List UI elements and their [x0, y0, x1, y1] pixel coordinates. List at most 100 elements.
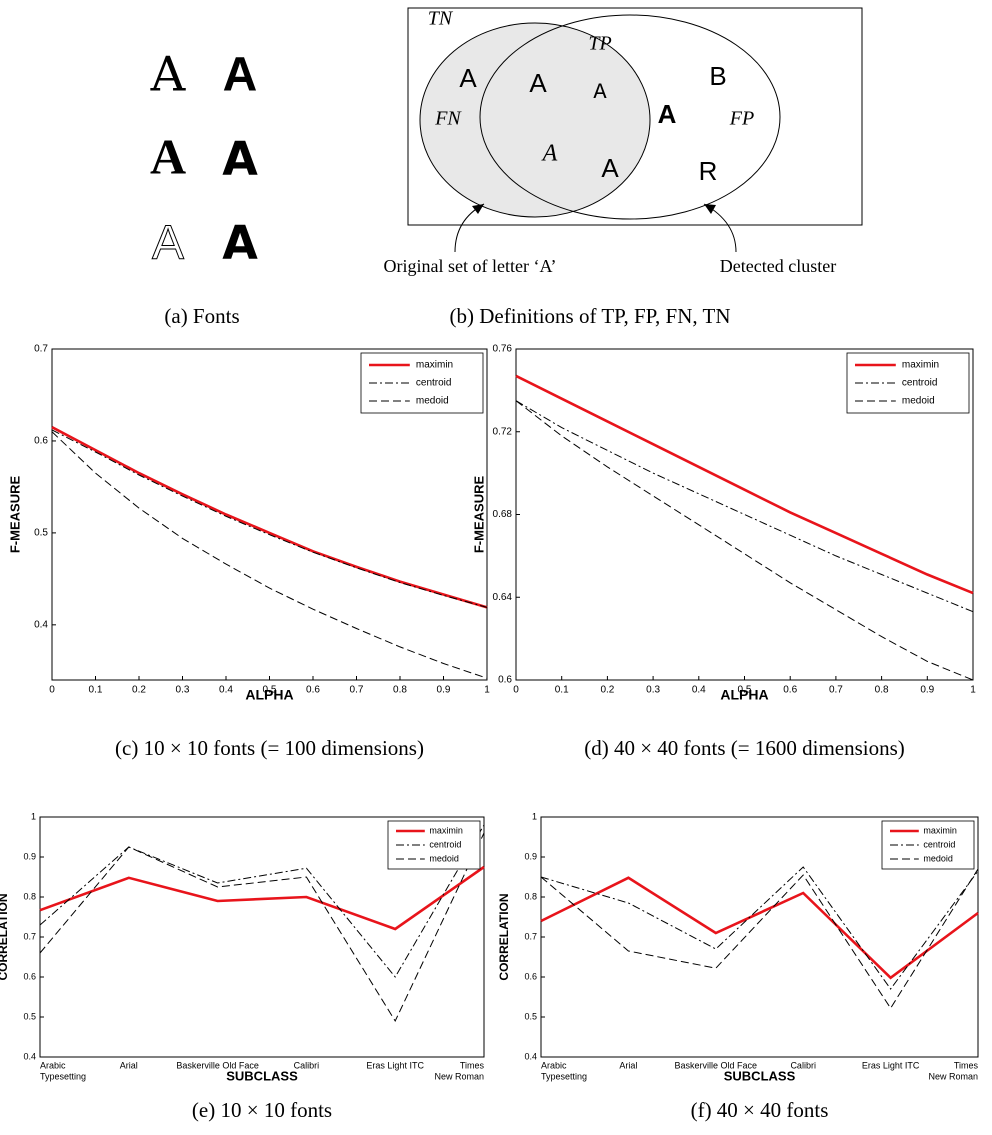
- legend-label: medoid: [923, 853, 953, 863]
- x-tick-label: Eras Light ITC: [366, 1060, 424, 1070]
- y-tick-label: 0.4: [524, 1051, 537, 1061]
- letter: A: [459, 63, 477, 93]
- x-tick-label: 0.3: [176, 685, 190, 696]
- x-tick-label: 0.1: [89, 685, 103, 696]
- x-tick-label: 0.1: [555, 685, 569, 696]
- x-tick-label: 0.7: [829, 685, 843, 696]
- x-tick-label: New Roman: [928, 1071, 978, 1081]
- series-line: [516, 401, 973, 680]
- letter: A: [541, 141, 558, 167]
- caption: (d) 40 × 40 fonts (= 1600 dimensions): [584, 736, 905, 760]
- legend-label: medoid: [902, 396, 935, 407]
- x-tick-label: Typesetting: [541, 1071, 587, 1081]
- annotation: Detected cluster: [720, 256, 836, 276]
- legend-label: medoid: [416, 396, 449, 407]
- series-line: [40, 867, 484, 929]
- annotation: Original set of letter ‘A’: [384, 256, 557, 276]
- x-tick-label: 0.9: [920, 685, 934, 696]
- x-tick-label: 0.2: [600, 685, 614, 696]
- x-tick-label: 0.8: [875, 685, 889, 696]
- y-axis-label: F-MEASURE: [7, 476, 22, 554]
- series-line: [52, 432, 487, 678]
- caption: (a) Fonts: [164, 304, 239, 328]
- caption: (f) 40 × 40 fonts: [691, 1098, 829, 1122]
- y-tick-label: 0.7: [23, 931, 36, 941]
- x-tick-label: Times: [460, 1060, 485, 1070]
- set-label: FP: [729, 108, 754, 130]
- x-tick-label: Eras Light ITC: [862, 1060, 920, 1070]
- x-tick-label: 1: [484, 685, 490, 696]
- y-tick-label: 0.7: [524, 931, 537, 941]
- x-tick-label: 0.6: [783, 685, 797, 696]
- arrow: [704, 204, 736, 252]
- x-tick-label: 1: [970, 685, 976, 696]
- y-tick-label: 0.6: [23, 971, 36, 981]
- letter: A: [601, 153, 619, 183]
- series-line: [52, 427, 487, 607]
- y-tick-label: 0.9: [23, 851, 36, 861]
- y-tick-label: 0.7: [34, 344, 48, 355]
- glyph: A: [222, 216, 258, 270]
- legend-label: centroid: [429, 839, 461, 849]
- y-tick-label: 1: [532, 811, 537, 821]
- x-tick-label: Arial: [120, 1060, 138, 1070]
- letter: A: [658, 99, 677, 129]
- series-line: [541, 867, 978, 989]
- x-tick-label: New Roman: [434, 1071, 484, 1081]
- arrow-head: [704, 204, 716, 214]
- y-tick-label: 0.6: [34, 436, 48, 447]
- x-tick-label: 0.4: [692, 685, 706, 696]
- y-tick-label: 0.8: [524, 891, 537, 901]
- legend-label: maximin: [416, 360, 453, 371]
- y-tick-label: 0.5: [524, 1011, 537, 1021]
- letter: R: [699, 156, 718, 186]
- glyph: A: [223, 49, 258, 102]
- y-tick-label: 1: [31, 811, 36, 821]
- y-axis-label: CORRELATION: [0, 893, 10, 980]
- letter: A: [529, 68, 547, 98]
- y-tick-label: 0.5: [34, 528, 48, 539]
- x-tick-label: Arial: [619, 1060, 637, 1070]
- x-tick-label: Times: [954, 1060, 979, 1070]
- set-label: FN: [434, 108, 462, 130]
- y-tick-label: 0.6: [498, 675, 512, 686]
- x-tick-label: 0: [513, 685, 519, 696]
- y-axis-label: F-MEASURE: [471, 476, 486, 554]
- x-axis-label: SUBCLASS: [724, 1068, 796, 1083]
- x-tick-label: 0: [49, 685, 55, 696]
- y-axis-label: CORRELATION: [497, 893, 511, 980]
- y-tick-label: 0.4: [34, 619, 48, 630]
- caption: (c) 10 × 10 fonts (= 100 dimensions): [115, 736, 424, 760]
- caption: (b) Definitions of TP, FP, FN, TN: [449, 304, 730, 328]
- series-line: [516, 401, 973, 612]
- legend-label: centroid: [923, 839, 955, 849]
- legend-label: medoid: [429, 853, 459, 863]
- glyph: A: [150, 128, 186, 184]
- x-axis-label: ALPHA: [720, 687, 768, 703]
- x-tick-label: 0.7: [350, 685, 364, 696]
- x-tick-label: Typesetting: [40, 1071, 86, 1081]
- x-tick-label: 0.6: [306, 685, 320, 696]
- y-tick-label: 0.8: [23, 891, 36, 901]
- arrow-head: [472, 204, 484, 214]
- y-tick-label: 0.6: [524, 971, 537, 981]
- glyph: A: [152, 217, 184, 270]
- figure: A A A A A A (a) Fonts TN TP FN FP A A A …: [0, 0, 992, 1135]
- series-line: [541, 878, 978, 978]
- x-tick-label: 0.3: [646, 685, 660, 696]
- x-tick-label: 0.9: [437, 685, 451, 696]
- set-label: TN: [428, 8, 454, 30]
- y-tick-label: 0.64: [493, 592, 513, 603]
- x-axis-label: ALPHA: [245, 687, 293, 703]
- y-tick-label: 0.76: [493, 344, 513, 355]
- y-tick-label: 0.5: [23, 1011, 36, 1021]
- x-tick-label: Arabic: [541, 1060, 567, 1070]
- legend-label: centroid: [902, 378, 938, 389]
- letter: A: [593, 80, 607, 105]
- glyph: A: [150, 47, 187, 103]
- legend-label: centroid: [416, 378, 452, 389]
- set-label: TP: [588, 33, 611, 55]
- x-axis-label: SUBCLASS: [226, 1068, 298, 1083]
- y-tick-label: 0.72: [493, 426, 513, 437]
- x-tick-label: 0.2: [132, 685, 146, 696]
